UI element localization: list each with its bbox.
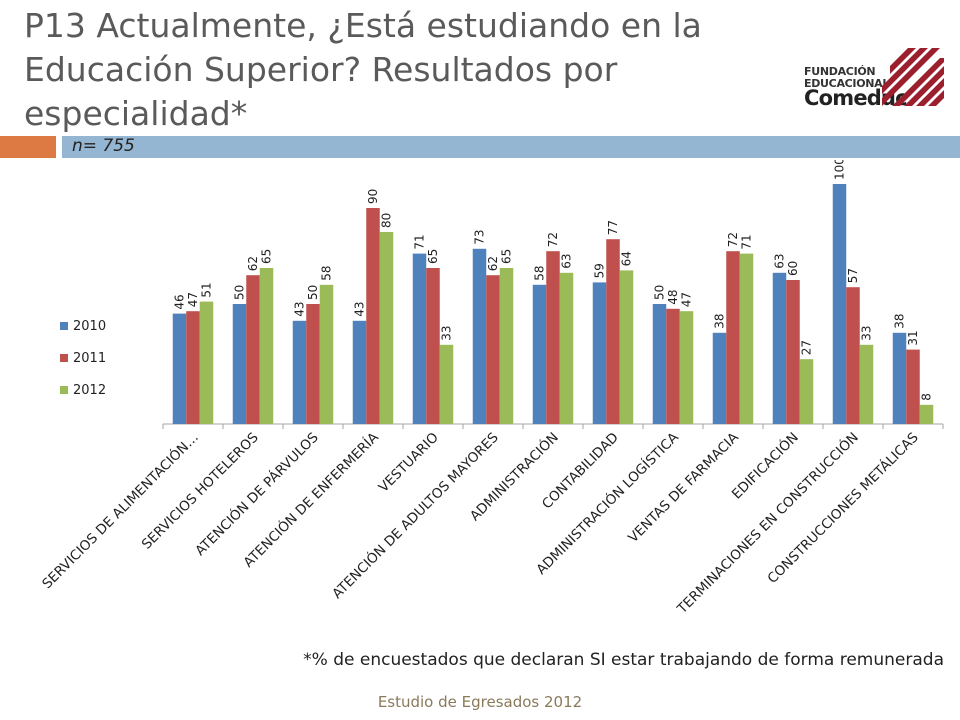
bar: [712, 332, 727, 424]
bar: [559, 272, 574, 424]
legend-swatch: [60, 322, 68, 330]
bar: [532, 284, 547, 424]
legend-swatch: [60, 386, 68, 394]
data-label: 46: [173, 294, 187, 309]
data-label: 63: [560, 254, 574, 269]
data-label: 63: [773, 254, 787, 269]
data-label: 47: [680, 292, 694, 307]
accent-bar-blue: [62, 136, 960, 158]
data-label: 62: [246, 256, 260, 271]
data-label: 60: [786, 261, 800, 276]
data-label: 31: [906, 330, 920, 345]
legend-label: 2010: [73, 319, 106, 334]
bar: [772, 272, 787, 424]
data-label: 43: [353, 302, 367, 317]
bar: [232, 304, 247, 424]
legend-swatch: [60, 354, 68, 362]
bar: [606, 239, 620, 424]
data-label: 62: [486, 256, 500, 271]
bar: [306, 304, 320, 424]
bar: [832, 184, 847, 424]
legend-label: 2012: [73, 383, 106, 398]
footnote: *% de encuestados que declaran SI estar …: [303, 650, 944, 670]
data-label: 38: [893, 314, 907, 329]
bar: [292, 320, 307, 424]
data-label: 27: [800, 340, 814, 355]
data-label: 43: [293, 302, 307, 317]
bar: [846, 287, 860, 424]
data-label: 64: [620, 251, 634, 266]
logo-line-2: EDUCACIONAL: [804, 77, 890, 90]
data-label: 51: [200, 282, 214, 297]
data-label: 58: [533, 266, 547, 281]
bar: [859, 344, 874, 424]
bar: [592, 282, 607, 424]
data-label: 65: [426, 249, 440, 264]
bar: [366, 208, 380, 424]
bar: [426, 268, 440, 424]
bar: [679, 311, 694, 424]
bar: [246, 275, 260, 424]
bar: [892, 332, 907, 424]
data-label: 100: [833, 160, 847, 180]
data-label: 48: [666, 290, 680, 305]
logo-stripes-icon: [882, 48, 944, 106]
footer-text: Estudio de Egresados 2012: [377, 693, 583, 711]
bar: [486, 275, 500, 424]
category-label: ATENCIÓN DE PÁRVULOS: [191, 428, 322, 559]
category-label: VESTUARIO: [376, 430, 442, 496]
data-label: 77: [606, 220, 620, 235]
data-label: 50: [306, 285, 320, 300]
bar: [199, 301, 214, 424]
bar: [906, 349, 920, 424]
bar: [786, 280, 800, 424]
bar: [726, 251, 740, 424]
accent-bar-orange: [0, 136, 56, 158]
data-label: 73: [473, 230, 487, 245]
bar: [172, 313, 187, 424]
bar: [919, 404, 934, 424]
data-label: 58: [320, 266, 334, 281]
data-label: 90: [366, 189, 380, 204]
category-label: VENTAS DE FARMACIA: [625, 429, 742, 546]
data-label: 57: [846, 268, 860, 283]
data-label: 59: [593, 263, 607, 278]
bar: [739, 253, 754, 424]
bar: [546, 251, 560, 424]
bar: [472, 248, 487, 424]
bar: [352, 320, 367, 424]
bar: [259, 268, 274, 424]
sample-size-label: n= 755: [72, 136, 135, 156]
data-label: 71: [413, 234, 427, 249]
data-label: 33: [860, 326, 874, 341]
category-label: SERVICIOS HOTELEROS: [139, 430, 262, 553]
bar: [499, 268, 514, 424]
logo-line-1: FUNDACIÓN: [804, 65, 876, 78]
legend-label: 2011: [73, 351, 106, 366]
data-label: 80: [380, 213, 394, 228]
data-label: 72: [726, 232, 740, 247]
bar: [619, 270, 634, 424]
bar: [186, 311, 200, 424]
data-label: 47: [186, 292, 200, 307]
data-label: 50: [653, 285, 667, 300]
bar: [439, 344, 454, 424]
comeduc-logo: FUNDACIÓN EDUCACIONAL Comeduc: [804, 48, 944, 110]
bar: [799, 359, 814, 424]
bar: [652, 304, 667, 424]
bar: [666, 308, 680, 424]
slide-title: P13 Actualmente, ¿Está estudiando en la …: [24, 6, 702, 133]
data-label: 38: [713, 314, 727, 329]
bar: [412, 253, 427, 424]
data-label: 72: [546, 232, 560, 247]
bar: [319, 284, 334, 424]
data-label: 71: [740, 234, 754, 249]
bar: [379, 232, 394, 424]
data-label: 50: [233, 285, 247, 300]
data-label: 8: [920, 393, 934, 401]
data-label: 65: [260, 249, 274, 264]
data-label: 33: [440, 326, 454, 341]
data-label: 65: [500, 249, 514, 264]
